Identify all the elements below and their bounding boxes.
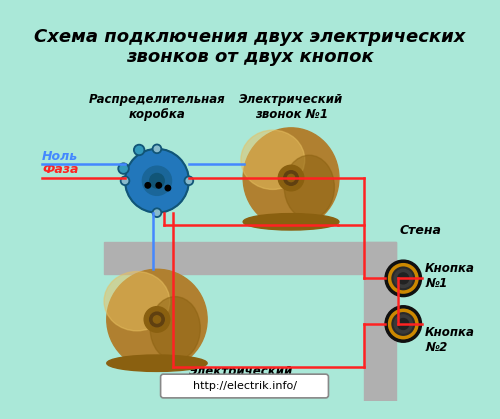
Text: Фаза: Фаза bbox=[42, 163, 78, 176]
Circle shape bbox=[152, 144, 162, 153]
Circle shape bbox=[120, 165, 127, 172]
Ellipse shape bbox=[107, 269, 207, 370]
Circle shape bbox=[150, 173, 164, 188]
Circle shape bbox=[394, 315, 412, 333]
Circle shape bbox=[184, 176, 194, 185]
Circle shape bbox=[388, 309, 418, 339]
Circle shape bbox=[156, 183, 162, 188]
Circle shape bbox=[186, 178, 192, 184]
Circle shape bbox=[120, 176, 130, 185]
Circle shape bbox=[278, 165, 304, 191]
Circle shape bbox=[394, 269, 412, 287]
Circle shape bbox=[385, 260, 422, 297]
Text: Электрический
звонок №1: Электрический звонок №1 bbox=[239, 93, 343, 121]
Text: Стена: Стена bbox=[400, 224, 442, 237]
Text: Схема подключения двух электрических
звонков от двух кнопок: Схема подключения двух электрических зво… bbox=[34, 28, 466, 66]
Bar bbox=[104, 242, 396, 274]
Ellipse shape bbox=[107, 355, 207, 371]
Circle shape bbox=[154, 316, 160, 323]
Circle shape bbox=[152, 208, 162, 217]
Ellipse shape bbox=[150, 297, 200, 360]
Ellipse shape bbox=[243, 214, 339, 230]
Ellipse shape bbox=[284, 155, 335, 219]
Text: Электрический
звонок №2: Электрический звонок №2 bbox=[189, 365, 293, 393]
Bar bbox=[364, 242, 396, 401]
Circle shape bbox=[134, 145, 144, 155]
Circle shape bbox=[288, 174, 294, 182]
Text: Кнопка
№1: Кнопка №1 bbox=[425, 262, 475, 290]
Ellipse shape bbox=[243, 128, 339, 228]
Circle shape bbox=[144, 307, 170, 332]
Circle shape bbox=[142, 166, 172, 195]
Circle shape bbox=[388, 264, 418, 293]
Circle shape bbox=[118, 163, 129, 174]
Text: http://electrik.info/: http://electrik.info/ bbox=[192, 381, 296, 391]
Circle shape bbox=[284, 171, 298, 185]
FancyBboxPatch shape bbox=[160, 374, 328, 398]
Circle shape bbox=[145, 183, 150, 188]
Ellipse shape bbox=[104, 272, 170, 331]
Circle shape bbox=[125, 149, 189, 213]
Circle shape bbox=[398, 318, 408, 329]
Ellipse shape bbox=[241, 130, 304, 189]
Circle shape bbox=[136, 146, 143, 154]
Circle shape bbox=[154, 146, 160, 152]
Text: Распределительная
коробка: Распределительная коробка bbox=[88, 93, 226, 121]
Text: Кнопка
№2: Кнопка №2 bbox=[425, 326, 475, 354]
Circle shape bbox=[398, 273, 408, 284]
Circle shape bbox=[154, 210, 160, 215]
Circle shape bbox=[165, 185, 170, 191]
Circle shape bbox=[385, 306, 422, 342]
Text: Ноль: Ноль bbox=[42, 150, 78, 163]
Circle shape bbox=[122, 178, 128, 184]
Circle shape bbox=[150, 312, 164, 327]
